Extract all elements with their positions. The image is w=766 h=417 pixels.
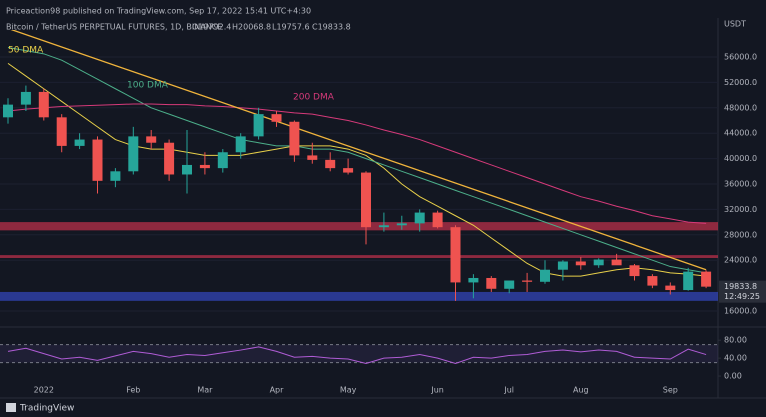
timer: 12:49:25 bbox=[724, 292, 760, 301]
last-price: 19833.8 bbox=[724, 282, 757, 291]
moving-average bbox=[7, 62, 707, 277]
x-tick-label: Jun bbox=[430, 386, 444, 395]
moving-average bbox=[7, 46, 707, 274]
series-label: 50 DMA bbox=[8, 46, 44, 56]
candle-body bbox=[343, 168, 354, 173]
ohlc-close: C19833.8 bbox=[312, 23, 351, 32]
y-tick-label: 52000.0 bbox=[724, 78, 757, 87]
candle-body bbox=[468, 277, 479, 283]
x-tick-label: Sep bbox=[663, 386, 678, 395]
y-tick-label: 56000.0 bbox=[724, 53, 757, 62]
y-tick-label: 24000.0 bbox=[724, 256, 757, 265]
y-tick-label: 36000.0 bbox=[724, 180, 757, 189]
x-tick-label: 2022 bbox=[34, 386, 54, 395]
x-tick-label: Jul bbox=[503, 386, 514, 395]
axes: 16000.0 24000.0 28000.0 32000.0 36000.0 40000… bbox=[8, 46, 766, 395]
candle-body bbox=[647, 276, 658, 286]
y-tick-label: 0.00 bbox=[724, 372, 742, 381]
candle-body bbox=[593, 259, 604, 266]
rsi-band bbox=[0, 344, 718, 363]
candle-body bbox=[74, 139, 85, 146]
candle-body bbox=[56, 117, 67, 146]
candle-body bbox=[701, 271, 712, 287]
candle-body bbox=[557, 261, 568, 270]
y-tick-label: 44000.0 bbox=[724, 129, 757, 138]
y-tick-label: 48000.0 bbox=[724, 103, 757, 112]
moving-average bbox=[7, 103, 707, 224]
zone bbox=[0, 255, 718, 258]
candle-body bbox=[164, 142, 175, 175]
series-label: 200 DMA bbox=[293, 93, 335, 103]
rsi-pane bbox=[0, 344, 718, 365]
brand: TradingView bbox=[19, 404, 74, 414]
x-tick-label: Feb bbox=[126, 386, 140, 395]
candle-body bbox=[199, 164, 210, 169]
candle-body bbox=[110, 171, 121, 181]
rsi-line bbox=[7, 346, 707, 365]
x-tick-label: May bbox=[340, 386, 357, 395]
y-tick-label: 80.00 bbox=[724, 336, 747, 345]
candle-body bbox=[307, 155, 318, 160]
candle-body bbox=[3, 104, 13, 118]
brand-logo bbox=[6, 403, 16, 412]
series-label: 100 DMA bbox=[127, 81, 169, 91]
ohlc-open: O19792.4 bbox=[192, 23, 231, 32]
candle-body bbox=[378, 225, 389, 228]
last-price-box bbox=[719, 280, 766, 303]
y-tick-label: 40.00 bbox=[724, 354, 747, 363]
candle-body bbox=[92, 139, 103, 181]
price-pane bbox=[0, 30, 718, 312]
candle-body bbox=[629, 265, 640, 277]
candle-body bbox=[38, 91, 49, 118]
candle-body bbox=[611, 259, 622, 266]
y-tick-label: 16000.0 bbox=[724, 307, 757, 316]
candle-body bbox=[325, 159, 336, 169]
candle-body bbox=[289, 121, 300, 156]
candle-body bbox=[414, 212, 425, 224]
candle-body bbox=[540, 269, 550, 282]
candle-body bbox=[504, 280, 515, 289]
candle-body bbox=[182, 164, 192, 175]
candle-body bbox=[146, 136, 157, 143]
candle-body bbox=[271, 114, 282, 122]
candle-body bbox=[20, 91, 31, 105]
candle-body bbox=[217, 152, 228, 169]
candle-body bbox=[683, 271, 694, 291]
candle-body bbox=[235, 136, 246, 153]
symbol: Bitcoin / TetherUS PERPETUAL FUTURES, 1D… bbox=[6, 23, 222, 32]
candle-body bbox=[575, 261, 586, 266]
ohlc-low: L19757.6 bbox=[272, 23, 310, 32]
currency: USDT bbox=[724, 20, 746, 29]
y-tick-label: 40000.0 bbox=[724, 154, 757, 163]
candle-body bbox=[522, 280, 533, 282]
candle-body bbox=[253, 114, 264, 137]
zone bbox=[0, 291, 718, 301]
candle-body bbox=[450, 227, 461, 283]
y-tick-label: 32000.0 bbox=[724, 205, 757, 214]
publisher: Priceaction98 published on TradingView.c… bbox=[6, 7, 311, 16]
x-tick-label: Mar bbox=[197, 386, 213, 395]
candle-body bbox=[432, 212, 443, 228]
zone bbox=[0, 222, 718, 231]
x-tick-label: Apr bbox=[270, 386, 285, 395]
ohlc-high: H20068.8 bbox=[232, 23, 271, 32]
candle-body bbox=[361, 172, 371, 228]
trendline bbox=[10, 30, 707, 271]
candle-body bbox=[396, 223, 407, 226]
x-tick-label: Aug bbox=[573, 386, 589, 395]
candle-body bbox=[665, 285, 676, 291]
candle-body bbox=[128, 136, 139, 172]
y-tick-label: 28000.0 bbox=[724, 230, 757, 239]
candle-body bbox=[486, 277, 497, 289]
